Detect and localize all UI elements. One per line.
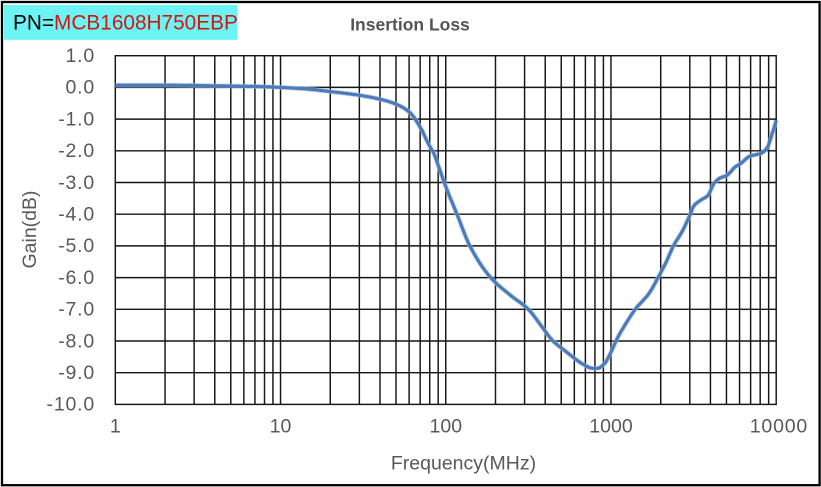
svg-text:-8.0: -8.0 — [58, 330, 95, 352]
svg-text:-3.0: -3.0 — [58, 172, 95, 194]
svg-text:0.0: 0.0 — [65, 77, 95, 99]
svg-text:Insertion Loss: Insertion Loss — [350, 15, 470, 35]
svg-text:PN=MCB1608H750EBP: PN=MCB1608H750EBP — [13, 11, 238, 34]
svg-text:-10.0: -10.0 — [47, 394, 95, 416]
svg-text:Gain(dB): Gain(dB) — [19, 190, 41, 268]
svg-text:-7.0: -7.0 — [58, 299, 95, 321]
svg-text:-1.0: -1.0 — [58, 108, 95, 130]
svg-text:-9.0: -9.0 — [58, 362, 95, 384]
svg-text:100: 100 — [430, 416, 463, 438]
svg-text:10: 10 — [270, 416, 292, 438]
svg-text:-2.0: -2.0 — [58, 140, 95, 162]
svg-text:1.0: 1.0 — [65, 45, 95, 67]
svg-text:1000: 1000 — [589, 416, 633, 438]
svg-text:10000: 10000 — [750, 416, 808, 438]
svg-text:1: 1 — [110, 416, 121, 438]
svg-text:-4.0: -4.0 — [58, 204, 95, 226]
svg-text:-5.0: -5.0 — [58, 235, 95, 257]
svg-text:-6.0: -6.0 — [58, 267, 95, 289]
svg-text:Frequency(MHz): Frequency(MHz) — [391, 453, 536, 475]
